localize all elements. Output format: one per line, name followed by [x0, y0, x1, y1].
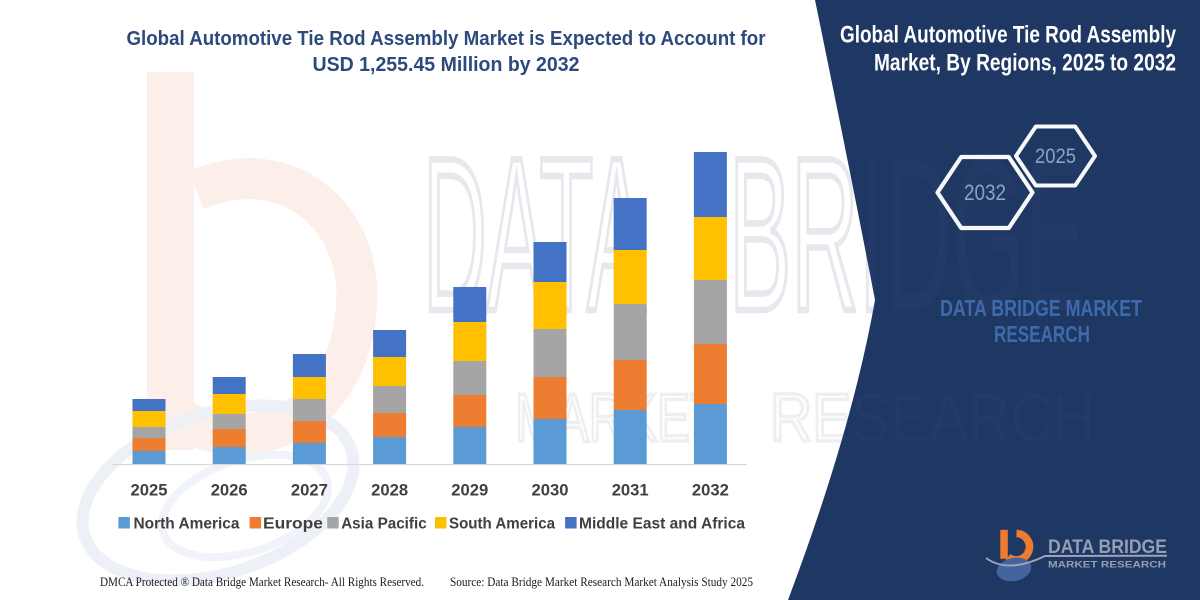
svg-text:RESEARCH: RESEARCH — [994, 321, 1090, 347]
svg-text:DATA BRIDGE MARKET: DATA BRIDGE MARKET — [940, 295, 1142, 321]
svg-text:2027: 2027 — [291, 481, 328, 500]
svg-text:DMCA Protected ® Data Bridge M: DMCA Protected ® Data Bridge Market Rese… — [100, 575, 424, 589]
svg-text:2026: 2026 — [211, 481, 248, 500]
svg-text:Global Automotive Tie Rod Asse: Global Automotive Tie Rod Assembly — [840, 22, 1177, 49]
svg-text:USD 1,255.45 Million by 2032: USD 1,255.45 Million by 2032 — [313, 54, 580, 76]
svg-text:Asia Pacific: Asia Pacific — [341, 516, 427, 533]
svg-text:2025: 2025 — [131, 481, 168, 500]
svg-text:2030: 2030 — [532, 481, 569, 500]
svg-text:2029: 2029 — [451, 481, 488, 500]
svg-text:Source: Data Bridge Market Res: Source: Data Bridge Market Research Mark… — [450, 575, 753, 589]
svg-text:2025: 2025 — [1035, 145, 1076, 168]
svg-text:Middle East and Africa: Middle East and Africa — [579, 516, 745, 533]
svg-text:South America: South America — [449, 516, 555, 533]
svg-text:Market, By Regions, 2025 to 20: Market, By Regions, 2025 to 2032 — [874, 50, 1176, 77]
svg-text:2032: 2032 — [692, 481, 729, 500]
svg-text:Global Automotive Tie Rod Asse: Global Automotive Tie Rod Assembly Marke… — [127, 28, 766, 50]
svg-text:2028: 2028 — [371, 481, 408, 500]
svg-text:Europe: Europe — [263, 516, 323, 533]
svg-text:MARKET RESEARCH: MARKET RESEARCH — [1048, 560, 1166, 571]
svg-text:2031: 2031 — [612, 481, 649, 500]
svg-text:DATA BRIDGE: DATA BRIDGE — [1048, 537, 1167, 558]
svg-text:2032: 2032 — [964, 180, 1006, 205]
svg-text:North America: North America — [134, 516, 240, 533]
